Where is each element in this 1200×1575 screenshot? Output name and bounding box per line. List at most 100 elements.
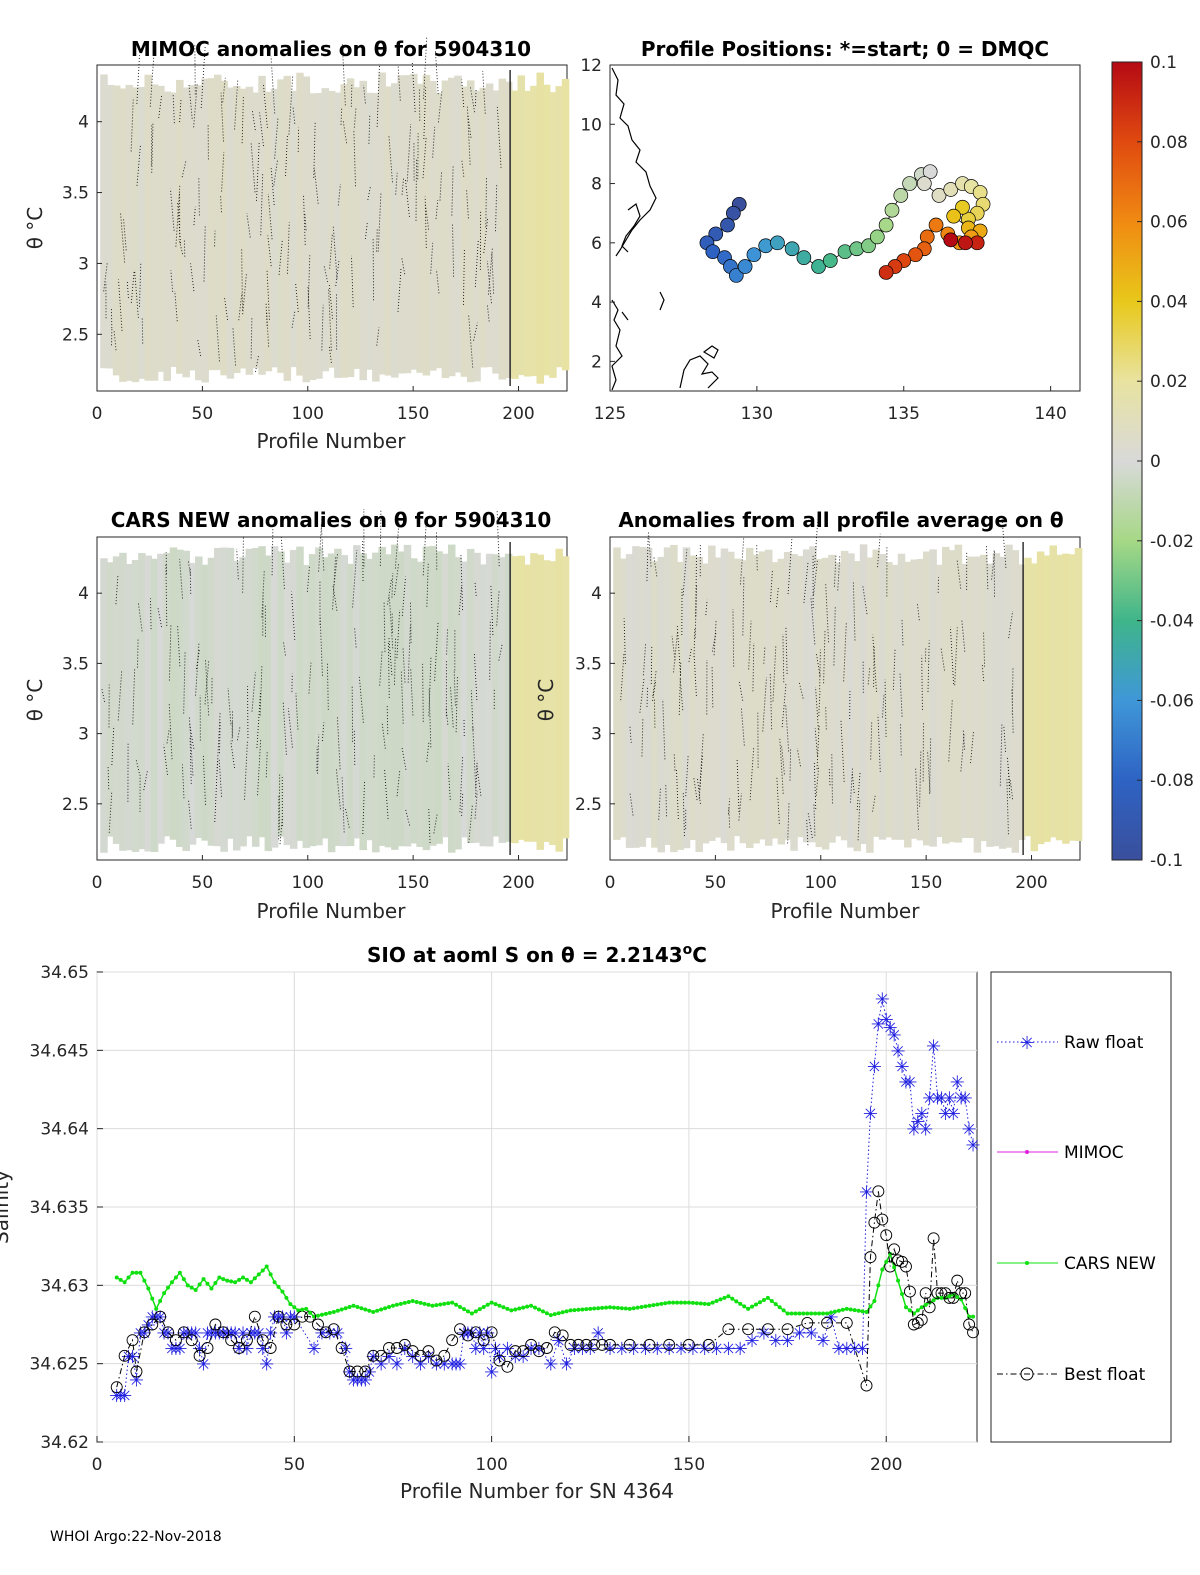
- best-float-point: [351, 1365, 364, 1378]
- contour-line: [748, 620, 752, 670]
- best-float-point: [438, 1349, 451, 1362]
- contour-line: [705, 599, 708, 616]
- heat-cell: [289, 549, 298, 849]
- cars-new-point: [343, 1306, 348, 1311]
- raw-float-point: ✳: [685, 1339, 700, 1360]
- contour-line: [665, 783, 667, 817]
- contour-line: [270, 56, 276, 114]
- contour-line: [785, 626, 788, 674]
- contour-line: [461, 793, 464, 816]
- best-float-point: [225, 1334, 238, 1347]
- contour-line: [388, 596, 394, 649]
- heat-cell: [150, 84, 159, 381]
- cars-new-point: [442, 1301, 447, 1306]
- heat-cell: [391, 83, 399, 378]
- contour-line: [250, 317, 253, 359]
- profile-position: [943, 182, 959, 197]
- heat-cell: [112, 556, 121, 844]
- contour-line: [693, 656, 697, 696]
- cars-new-point: [568, 1308, 573, 1313]
- heat-cell: [701, 563, 710, 844]
- heat-cell: [112, 85, 121, 376]
- mimoc-heatmap: [100, 35, 570, 386]
- raw-float-point: ✳: [930, 1088, 945, 1109]
- contour-line: [901, 619, 904, 646]
- contour-line: [220, 92, 224, 142]
- contour-line: [179, 98, 182, 123]
- cars-new-point: [876, 1283, 881, 1288]
- cars-new-point: [426, 1302, 431, 1307]
- raw-float-point: ✳: [453, 1355, 468, 1376]
- cars-new-point: [765, 1295, 770, 1300]
- legend-marker: [1020, 1367, 1034, 1381]
- contour-line: [432, 126, 436, 158]
- raw-float-point: ✳: [338, 1339, 353, 1360]
- contour-line: [388, 638, 393, 675]
- best-float-point: [596, 1338, 609, 1351]
- raw-float-point: ✳: [559, 1355, 574, 1376]
- cars-new-point: [584, 1307, 589, 1312]
- legend-marker: [1025, 1261, 1029, 1265]
- contour-line: [265, 302, 268, 326]
- profile-position: [946, 208, 962, 224]
- raw-float-point: ✳: [220, 1323, 235, 1344]
- avg-ylabel: θ °C: [534, 679, 558, 722]
- cars-new-point: [260, 1268, 265, 1273]
- heat-cell: [182, 550, 190, 851]
- contour-line: [256, 141, 260, 201]
- heat-cell: [277, 551, 285, 837]
- avg-xlabel: Profile Number: [771, 899, 921, 923]
- cars-new-point: [315, 1313, 320, 1318]
- colorbar-tick-label: 0.08: [1150, 133, 1188, 153]
- cars-new-point: [722, 1295, 727, 1300]
- contour-line: [216, 713, 221, 772]
- cars-new-point: [181, 1277, 186, 1282]
- x-tick-label: 0: [92, 404, 103, 424]
- heat-cell: [100, 558, 108, 853]
- contour-line: [685, 755, 689, 797]
- cars-new-point: [166, 1285, 171, 1290]
- contour-line: [120, 213, 126, 263]
- contour-line: [472, 726, 477, 789]
- raw-float-point: ✳: [847, 1339, 862, 1360]
- contour-line: [203, 224, 206, 282]
- profile-position: [822, 253, 838, 268]
- y-tick-label: 34.625: [30, 1355, 89, 1375]
- cars-new-point: [461, 1307, 466, 1312]
- y-tick-label: 3.5: [62, 654, 89, 674]
- raw-float-point: ✳: [839, 1339, 854, 1360]
- contour-line: [439, 171, 443, 201]
- contour-line: [752, 642, 755, 692]
- x-tick-label: 200: [502, 873, 534, 893]
- x-tick-label: 0: [92, 873, 103, 893]
- best-float-point: [201, 1342, 214, 1354]
- contour-line: [825, 583, 830, 643]
- contour-line: [474, 239, 479, 287]
- cars-new-point: [284, 1295, 289, 1300]
- heat-cell: [372, 92, 380, 382]
- heat-cell: [378, 546, 386, 846]
- contour-line: [999, 724, 1003, 786]
- cars-new-point: [473, 1309, 478, 1314]
- contour-line: [673, 631, 679, 673]
- heat-cell: [403, 75, 412, 374]
- contour-line: [740, 707, 745, 746]
- contour-line: [857, 800, 861, 841]
- cars-new-point: [797, 1311, 802, 1316]
- heat-cell: [1049, 545, 1058, 838]
- avg-title: Anomalies from all profile average on θ: [618, 508, 1063, 532]
- heat-cell: [466, 548, 475, 844]
- contour-line: [406, 124, 412, 182]
- heat-cell: [689, 555, 697, 841]
- cars-new-point: [387, 1304, 392, 1309]
- heat-cell: [960, 563, 969, 838]
- profile-position: [893, 188, 909, 203]
- raw-float-point: ✳: [263, 1323, 278, 1344]
- cars-new-point: [276, 1284, 281, 1289]
- raw-float-point: ✳: [180, 1323, 195, 1344]
- cars-new-point: [900, 1291, 905, 1296]
- contour-line: [317, 734, 320, 774]
- best-float-point: [923, 1301, 936, 1314]
- cars-new-point: [406, 1299, 411, 1304]
- heat-cell: [378, 72, 386, 375]
